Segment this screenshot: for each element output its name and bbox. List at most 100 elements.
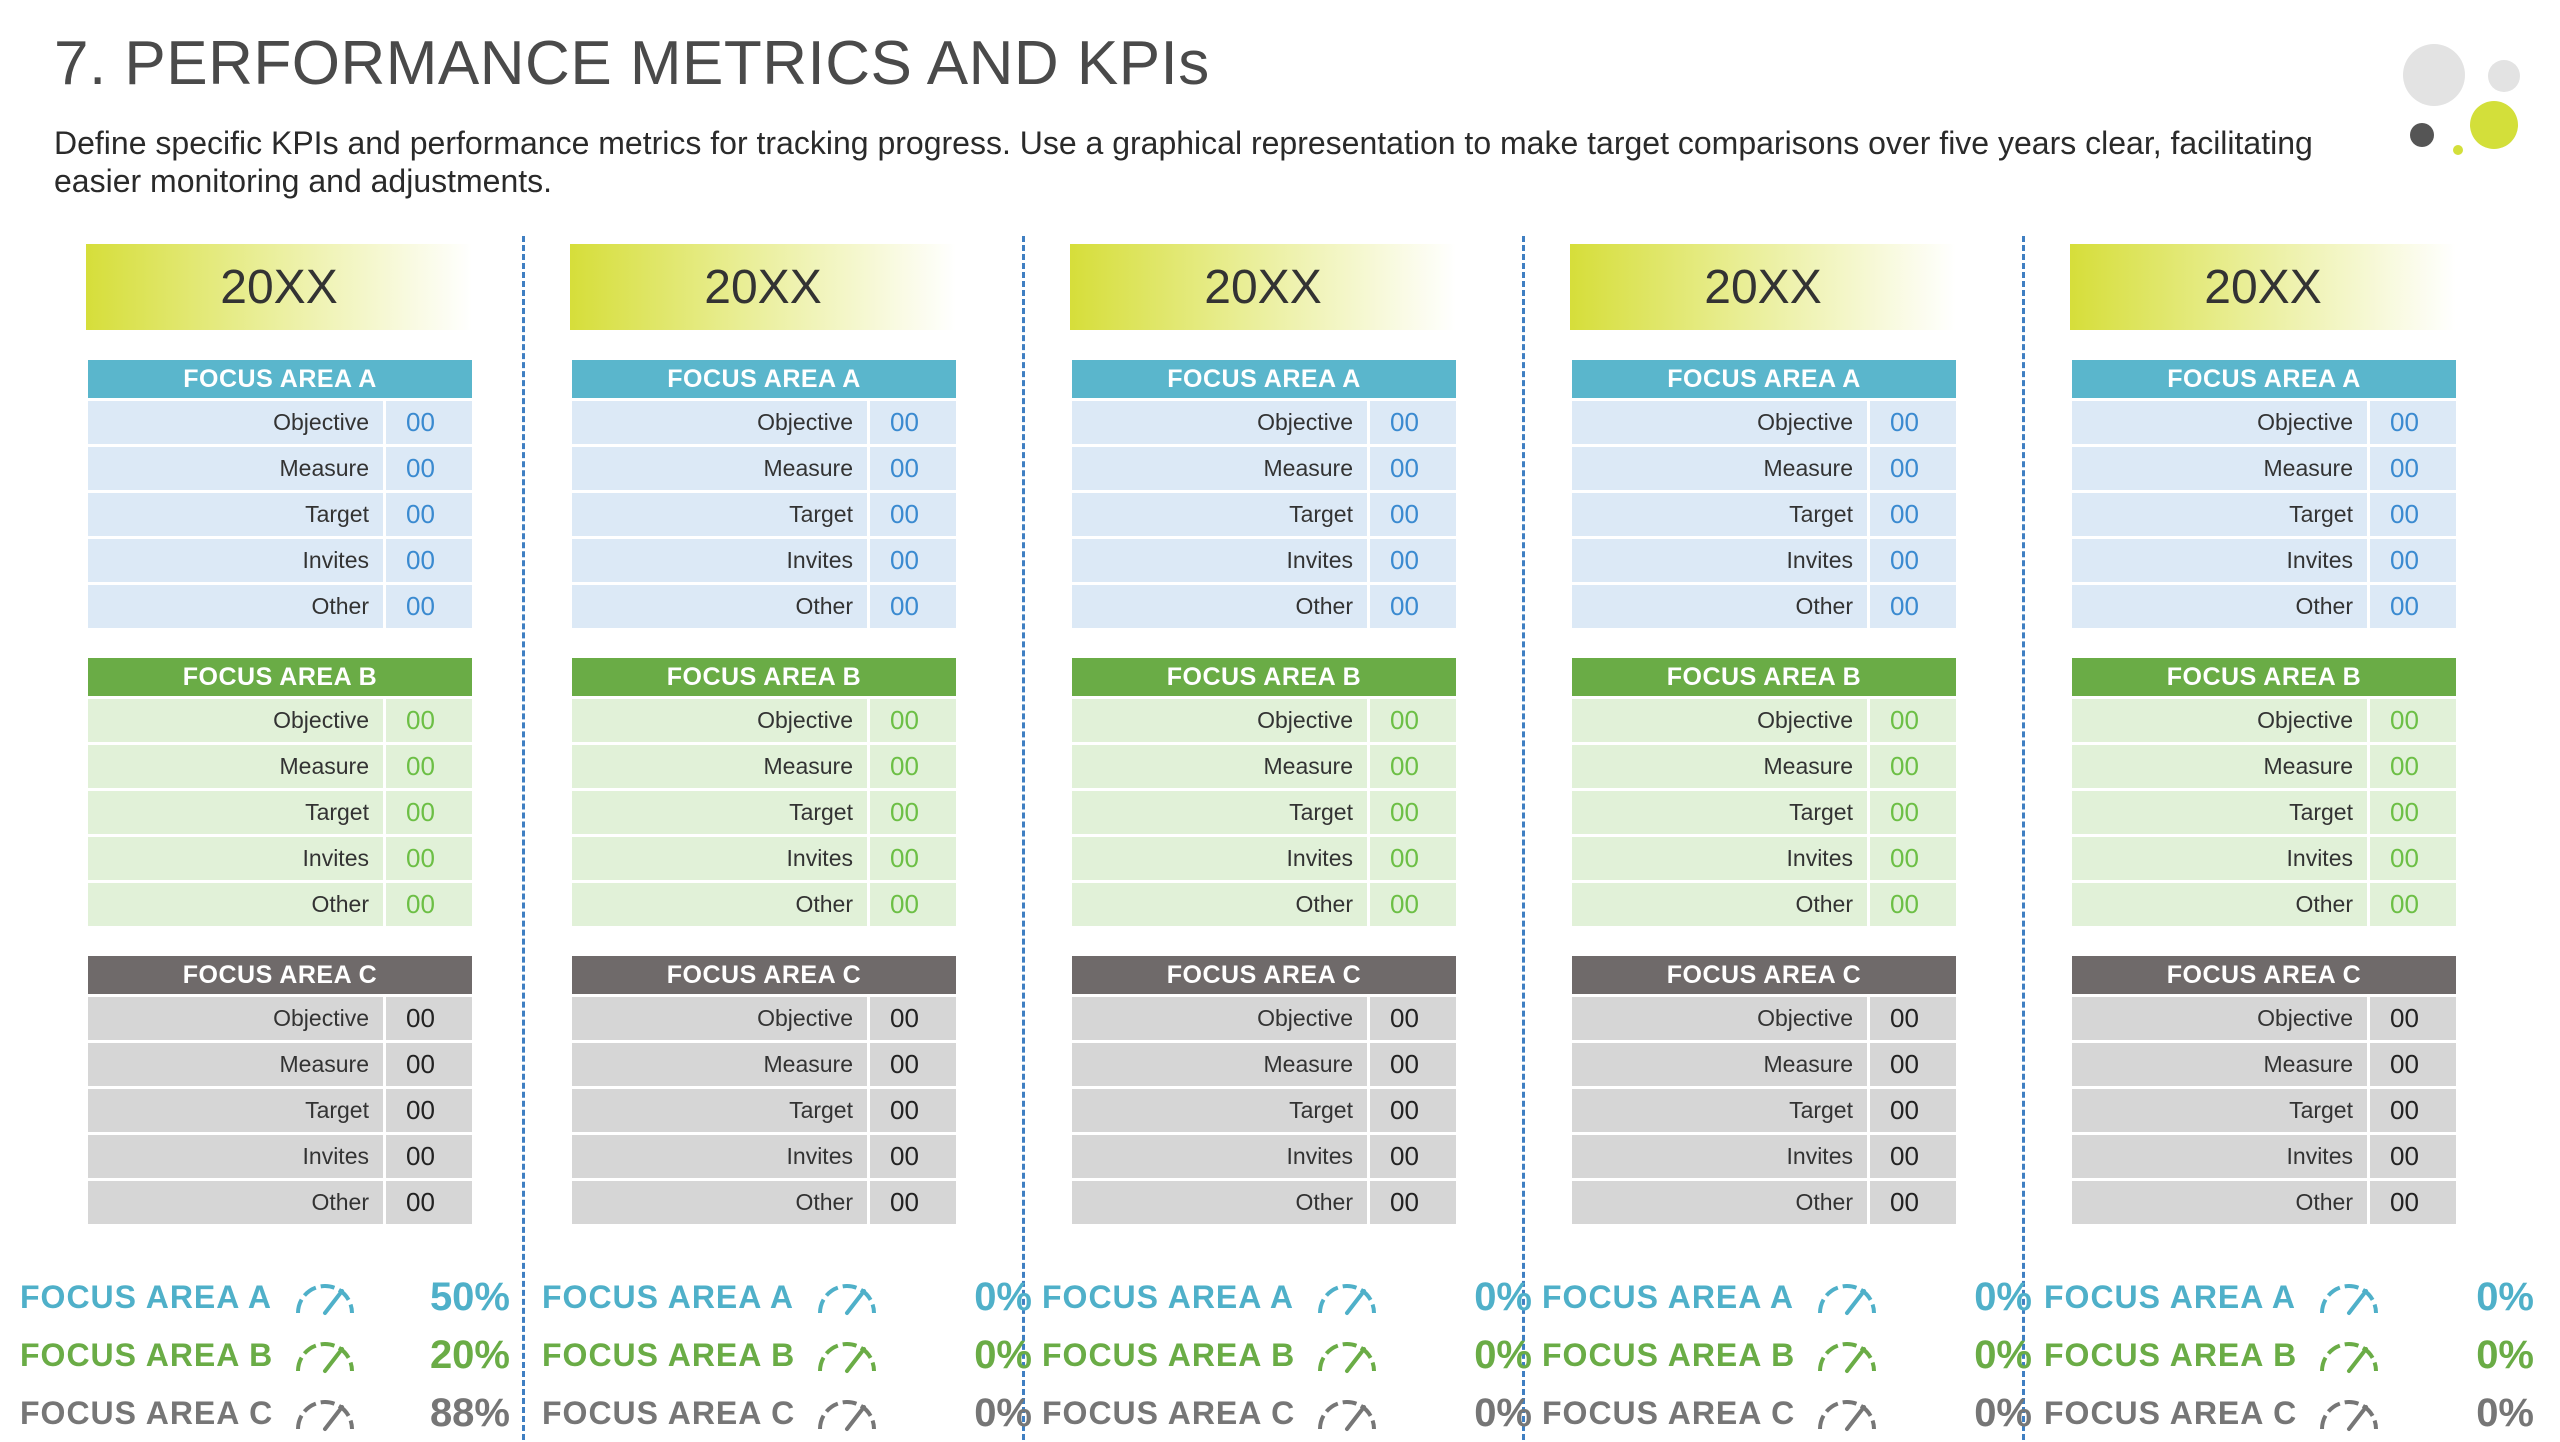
row-label: Objective xyxy=(2072,401,2367,444)
row-label: Objective xyxy=(88,997,383,1040)
row-value[interactable]: 00 xyxy=(1870,997,1956,1040)
row-value[interactable]: 00 xyxy=(2370,745,2456,788)
row-value[interactable]: 00 xyxy=(1370,1089,1456,1132)
summary-block: FOCUS AREA A 0% FOCUS AREA B 0% FOCUS AREA C… xyxy=(542,1268,1032,1442)
row-value[interactable]: 00 xyxy=(870,1043,956,1086)
row-value[interactable]: 00 xyxy=(386,699,472,742)
row-value[interactable]: 00 xyxy=(386,539,472,582)
row-value[interactable]: 00 xyxy=(870,401,956,444)
row-value[interactable]: 00 xyxy=(870,1089,956,1132)
focus-area-table: FOCUS AREA B Objective 00 Measure 00 Target 00… xyxy=(88,658,472,926)
row-value[interactable]: 00 xyxy=(386,1043,472,1086)
row-value[interactable]: 00 xyxy=(1870,883,1956,926)
table-row: Target 00 xyxy=(1572,1089,1956,1132)
row-value[interactable]: 00 xyxy=(1370,883,1456,926)
row-value[interactable]: 00 xyxy=(870,493,956,536)
row-value[interactable]: 00 xyxy=(1370,539,1456,582)
row-value[interactable]: 00 xyxy=(386,1135,472,1178)
row-value[interactable]: 00 xyxy=(1370,791,1456,834)
summary-percent: 0% xyxy=(1974,1274,2032,1319)
row-label: Target xyxy=(88,493,383,536)
row-value[interactable]: 00 xyxy=(386,1181,472,1224)
decorative-circle xyxy=(2470,101,2518,149)
table-row: Measure 00 xyxy=(572,1043,956,1086)
row-value[interactable]: 00 xyxy=(1870,699,1956,742)
row-value[interactable]: 00 xyxy=(1870,745,1956,788)
row-value[interactable]: 00 xyxy=(1870,1043,1956,1086)
row-label: Other xyxy=(88,1181,383,1224)
row-value[interactable]: 00 xyxy=(1870,1181,1956,1224)
row-value[interactable]: 00 xyxy=(386,585,472,628)
row-value[interactable]: 00 xyxy=(1870,837,1956,880)
row-value[interactable]: 00 xyxy=(386,447,472,490)
row-value[interactable]: 00 xyxy=(2370,447,2456,490)
row-value[interactable]: 00 xyxy=(1370,585,1456,628)
row-value[interactable]: 00 xyxy=(2370,791,2456,834)
row-value[interactable]: 00 xyxy=(870,745,956,788)
row-value[interactable]: 00 xyxy=(870,539,956,582)
row-label: Measure xyxy=(2072,745,2367,788)
row-value[interactable]: 00 xyxy=(1870,539,1956,582)
row-value[interactable]: 00 xyxy=(870,837,956,880)
row-value[interactable]: 00 xyxy=(1370,1181,1456,1224)
row-value[interactable]: 00 xyxy=(1870,1135,1956,1178)
row-value[interactable]: 00 xyxy=(870,791,956,834)
row-value[interactable]: 00 xyxy=(870,585,956,628)
table-row: Measure 00 xyxy=(88,447,472,490)
row-value[interactable]: 00 xyxy=(1370,745,1456,788)
row-value[interactable]: 00 xyxy=(2370,1089,2456,1132)
row-value[interactable]: 00 xyxy=(2370,837,2456,880)
row-value[interactable]: 00 xyxy=(1870,493,1956,536)
row-value[interactable]: 00 xyxy=(1370,401,1456,444)
row-value[interactable]: 00 xyxy=(870,1135,956,1178)
row-value[interactable]: 00 xyxy=(1370,1135,1456,1178)
row-label: Measure xyxy=(572,447,867,490)
row-value[interactable]: 00 xyxy=(386,837,472,880)
row-value[interactable]: 00 xyxy=(870,699,956,742)
row-value[interactable]: 00 xyxy=(1370,447,1456,490)
row-value[interactable]: 00 xyxy=(870,883,956,926)
row-value[interactable]: 00 xyxy=(2370,585,2456,628)
row-label: Other xyxy=(1572,1181,1867,1224)
row-value[interactable]: 00 xyxy=(1370,837,1456,880)
row-value[interactable]: 00 xyxy=(2370,1043,2456,1086)
row-value[interactable]: 00 xyxy=(2370,539,2456,582)
row-value[interactable]: 00 xyxy=(386,791,472,834)
row-value[interactable]: 00 xyxy=(2370,883,2456,926)
row-value[interactable]: 00 xyxy=(1870,447,1956,490)
row-value[interactable]: 00 xyxy=(2370,1181,2456,1224)
focus-area-header: FOCUS AREA C xyxy=(1072,956,1456,994)
row-value[interactable]: 00 xyxy=(1370,699,1456,742)
row-value[interactable]: 00 xyxy=(386,401,472,444)
row-value[interactable]: 00 xyxy=(386,493,472,536)
summary-block: FOCUS AREA A 0% FOCUS AREA B 0% FOCUS AREA C… xyxy=(2044,1268,2534,1442)
row-value[interactable]: 00 xyxy=(2370,493,2456,536)
row-value[interactable]: 00 xyxy=(870,997,956,1040)
row-label: Measure xyxy=(88,447,383,490)
row-value[interactable]: 00 xyxy=(386,745,472,788)
row-value[interactable]: 00 xyxy=(386,997,472,1040)
summary-label: FOCUS AREA B xyxy=(1542,1336,1796,1373)
row-value[interactable]: 00 xyxy=(1870,401,1956,444)
row-value[interactable]: 00 xyxy=(1870,791,1956,834)
row-value[interactable]: 00 xyxy=(1370,493,1456,536)
row-value[interactable]: 00 xyxy=(1870,1089,1956,1132)
summary-block: FOCUS AREA A 0% FOCUS AREA B 0% FOCUS AREA C… xyxy=(1542,1268,2032,1442)
row-value[interactable]: 00 xyxy=(2370,1135,2456,1178)
row-value[interactable]: 00 xyxy=(1870,585,1956,628)
row-value[interactable]: 00 xyxy=(2370,997,2456,1040)
row-value[interactable]: 00 xyxy=(386,1089,472,1132)
row-value[interactable]: 00 xyxy=(870,447,956,490)
table-row: Measure 00 xyxy=(1572,1043,1956,1086)
table-row: Invites 00 xyxy=(1072,837,1456,880)
row-value[interactable]: 00 xyxy=(386,883,472,926)
focus-area-header: FOCUS AREA A xyxy=(1072,360,1456,398)
row-value[interactable]: 00 xyxy=(1370,997,1456,1040)
row-value[interactable]: 00 xyxy=(2370,401,2456,444)
row-value[interactable]: 00 xyxy=(2370,699,2456,742)
summary-percent: 0% xyxy=(974,1274,1032,1319)
row-value[interactable]: 00 xyxy=(1370,1043,1456,1086)
summary-row: FOCUS AREA C 0% xyxy=(2044,1384,2534,1442)
focus-area-table: FOCUS AREA A Objective 00 Measure 00 Target 00… xyxy=(88,360,472,628)
row-value[interactable]: 00 xyxy=(870,1181,956,1224)
